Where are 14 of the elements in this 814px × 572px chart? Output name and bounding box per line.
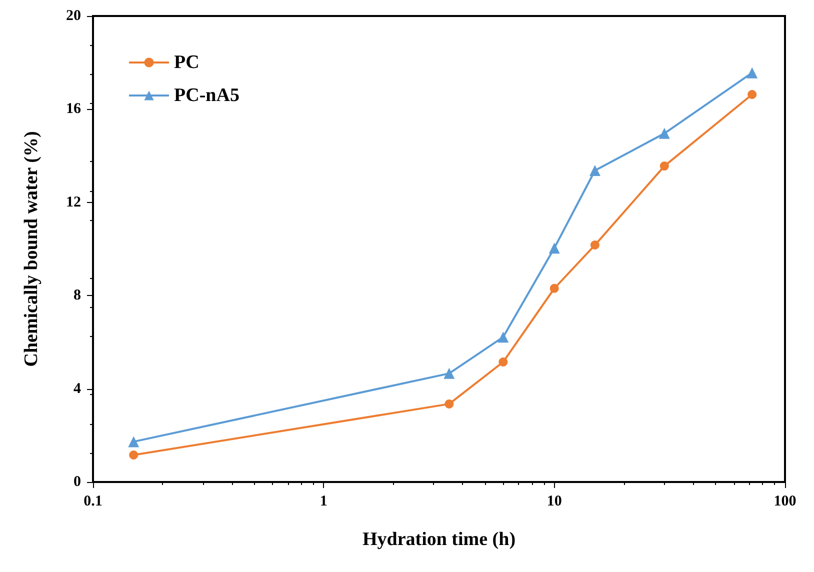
y-tick-label: 12 bbox=[66, 194, 81, 210]
y-tick-label: 16 bbox=[66, 101, 82, 118]
x-tick-label: 1 bbox=[320, 494, 328, 510]
y-axis-title: Chemically bound water (%) bbox=[21, 131, 42, 367]
y-tick-label: 4 bbox=[74, 380, 82, 397]
legend-label: PC-nA5 bbox=[174, 85, 240, 106]
x-tick-label: 100 bbox=[774, 494, 796, 510]
x-axis-title: Hydration time (h) bbox=[362, 529, 516, 550]
y-tick-label: 20 bbox=[66, 8, 81, 24]
x-tick-label: 10 bbox=[546, 494, 562, 510]
y-tick-label: 8 bbox=[74, 288, 81, 304]
legend-label: PC bbox=[174, 52, 200, 73]
y-tick-label: 0 bbox=[74, 474, 81, 490]
x-tick-label: 0.1 bbox=[84, 494, 102, 510]
